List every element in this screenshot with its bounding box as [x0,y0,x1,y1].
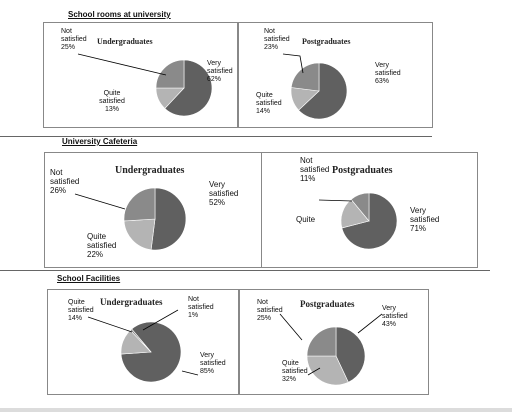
pie-slice-not-satisfied [123,187,156,222]
pie-slice-not-satisfied [129,328,152,353]
pie-slice-very-satisfied [335,326,366,383]
pie-slice-not-satisfied [290,62,320,92]
pie-slice-very-satisfied [298,62,348,120]
leader-line [318,199,353,202]
section-title-university-cafeteria: University Cafeteria [62,137,138,146]
pie-chart-school-rooms-postgraduates: Postgraduates Very satisfied 63% Quite satisf… [256,28,401,120]
slice-label-quite: Quite [296,215,316,224]
slice-label-not-satisfied: Not satisfied 1% [188,296,214,319]
leader-line [357,313,383,334]
chart-panel-facilities-postgraduates: Postgraduates Very satisfied 43% Quite satisf… [239,289,429,395]
section-divider [0,136,432,137]
chart-panel-cafeteria-postgraduates: Postgraduates Very satisfied 71% Quite Not sat… [261,152,478,268]
slice-label-very-satisfied: Very satisfied 71% [410,206,439,233]
slice-label-not-satisfied: Not satisfied 25% [257,299,283,322]
slice-label-not-satisfied: Not satisfied 11% [300,156,329,183]
chart-panel-cafeteria-undergraduates: Undergraduates Very satisfied 52% Quite satis… [44,152,262,268]
chart-panel-school-rooms-postgraduates: Postgraduates Very satisfied 63% Quite satisf… [238,22,433,128]
leader-line [74,193,126,210]
slice-label-quite-satisfied: Quite satisfied 32% [282,360,308,383]
slice-label-very-satisfied: Very satisfied 43% [382,305,408,328]
slice-label-not-satisfied: Not satisfied 26% [50,168,79,195]
slice-label-not-satisfied: Not satisfied 23% [264,28,290,51]
leader-line [279,313,303,341]
pie-chart-facilities-postgraduates: Postgraduates Very satisfied 43% Quite satisf… [257,299,408,386]
chart-panel-facilities-undergraduates: Undergraduates Very satisfied 85% Quite satis… [47,289,239,395]
pie-slice-not-satisfied [306,326,337,357]
slice-label-quite-satisfied: Quite satisfied 13% [99,90,125,113]
slice-label-not-satisfied: Not satisfied 25% [61,28,87,51]
pie-slice-quite-satisfied [123,218,156,251]
slice-label-very-satisfied: Very satisfied 85% [200,352,226,375]
slice-label-quite-satisfied: Quite satisfied 22% [87,232,116,259]
pie-slice-quite-satisfied [306,355,349,386]
section-title-school-facilities: School Facilities [57,274,121,283]
leader-line [181,370,199,376]
slice-label-very-satisfied: Very satisfied 63% [375,62,401,85]
leader-line [87,316,133,333]
pie-slice-very-satisfied [164,59,213,117]
pie-chart-cafeteria-undergraduates: Undergraduates Very satisfied 52% Quite satis… [50,165,238,259]
chart-panel-school-rooms-undergraduates: Undergraduates Very satisfied 62% Quite satis… [43,22,238,128]
bottom-strip [0,408,512,412]
leader-line [142,309,179,331]
chart-title: Undergraduates [100,297,163,307]
chart-title: Postgraduates [300,299,355,309]
chart-title: Postgraduates [332,165,393,176]
chart-title: Undergraduates [97,37,153,46]
slice-label-very-satisfied: Very satisfied 62% [207,60,233,83]
pie-chart-cafeteria-postgraduates: Postgraduates Very satisfied 71% Quite Not sat… [296,156,439,250]
section-divider [0,270,490,271]
chart-title: Postgraduates [302,37,350,46]
section-title-school-rooms: School rooms at university [68,10,171,19]
pie-chart-facilities-undergraduates: Undergraduates Very satisfied 85% Quite satis… [68,296,226,383]
slice-label-quite-satisfied: Quite satisfied 14% [256,92,282,115]
slice-label-very-satisfied: Very satisfied 52% [209,180,238,207]
leader-line [282,53,304,74]
pie-slice-not-satisfied [350,192,370,222]
slice-label-quite-satisfied: Quite satisfied 14% [68,299,94,322]
leader-line [307,367,321,376]
pie-slice-very-satisfied [341,192,398,250]
pie-slice-not-satisfied [155,59,185,89]
pie-slice-very-satisfied [150,187,187,251]
pie-chart-school-rooms-undergraduates: Undergraduates Very satisfied 62% Quite satis… [61,28,233,117]
leader-line [77,53,167,76]
chart-title: Undergraduates [115,165,185,176]
